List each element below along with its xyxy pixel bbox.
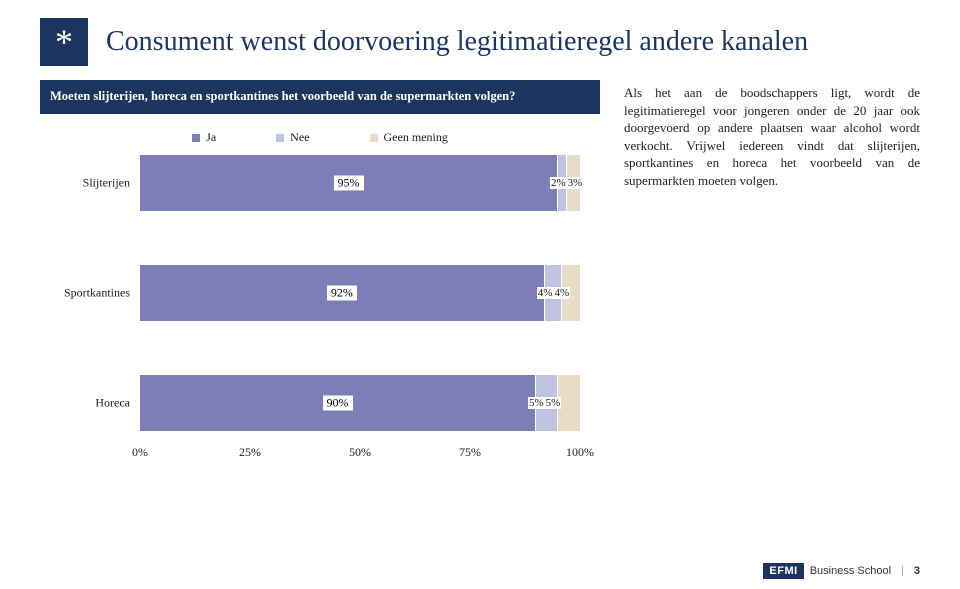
legend-swatch [192,134,200,142]
x-axis: 0%25%50%75%100% [140,445,580,469]
bar-segment: 95% [140,155,558,211]
bar-value-label: 92% [327,286,357,301]
bar-value-label: 95% [334,176,364,191]
x-tick-label: 0% [132,445,148,460]
footer-divider: | [901,565,904,577]
bar-tail-labels: 2%3% [550,155,583,211]
bar-segment: 90% [140,375,536,431]
bar-track: 92% [140,265,580,321]
bar-value-label: 90% [323,396,353,411]
bar-value-label: 4% [537,287,554,299]
commentary-text: Als het aan de boodschappers ligt, wordt… [624,80,920,469]
footer-page-number: 3 [914,565,920,577]
bar-track: 90% [140,375,580,431]
category-label: Slijterijen [40,176,130,191]
bar-tail-labels: 5%5% [528,375,561,431]
bar-track: 95% [140,155,580,211]
legend-label: Nee [290,130,309,145]
x-tick-label: 50% [349,445,371,460]
bar-segment: 92% [140,265,545,321]
bar-row: Slijterijen95%2%3% [140,155,580,211]
bar-row: Horeca90%5%5% [140,375,580,431]
bar-tail-labels: 4%4% [537,265,570,321]
category-label: Sportkantines [40,286,130,301]
chart-legend: Ja Nee Geen mening [40,130,600,145]
legend-swatch [370,134,378,142]
footer-school: Business School [810,565,891,577]
legend-swatch [276,134,284,142]
legend-item: Ja [192,130,216,145]
legend-item: Geen mening [370,130,448,145]
bar-value-label: 4% [553,287,570,299]
bar-value-label: 5% [545,397,562,409]
bar-value-label: 2% [550,177,567,189]
legend-label: Ja [206,130,216,145]
x-tick-label: 75% [459,445,481,460]
x-tick-label: 100% [566,445,594,460]
asterisk-badge: * [40,18,88,66]
bar-value-label: 5% [528,397,545,409]
footer: EFMI Business School | 3 [763,563,920,579]
legend-label: Geen mening [384,130,448,145]
legend-item: Nee [276,130,309,145]
question-box: Moeten slijterijen, horeca en sportkanti… [40,80,600,114]
bar-value-label: 3% [567,177,584,189]
footer-logo: EFMI [763,563,803,579]
page-title: Consument wenst doorvoering legitimatier… [106,26,808,58]
x-tick-label: 25% [239,445,261,460]
chart: Slijterijen 95% 2%3% Sportkantines 92% 4%4% Ho… [40,155,600,469]
bar-row: Sportkantines92%4%4% [140,265,580,321]
category-label: Horeca [40,396,130,411]
